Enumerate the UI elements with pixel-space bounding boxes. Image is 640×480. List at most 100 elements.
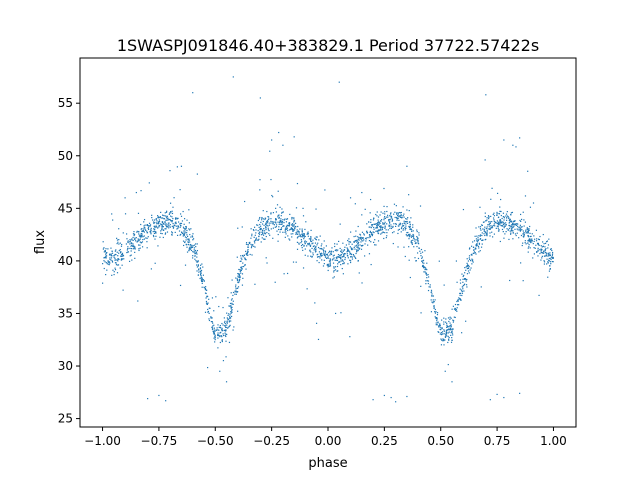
data-point [104,250,106,252]
data-point [105,255,107,258]
data-point [410,241,412,243]
data-point [459,279,462,281]
data-point [543,261,546,263]
data-point [547,244,550,246]
data-point [306,245,308,247]
data-point [284,236,286,238]
data-point [444,370,446,372]
data-point [355,230,357,232]
data-point [251,244,253,247]
data-point [132,245,134,247]
data-point [523,235,525,237]
data-point [467,260,469,262]
data-point [381,228,384,231]
data-point [405,225,407,227]
data-point [290,228,292,230]
data-point [148,228,150,231]
data-point [184,232,186,234]
data-point [487,228,489,230]
data-point [525,232,528,234]
data-point [338,261,340,263]
data-point [116,259,118,261]
data-point [289,213,291,216]
data-point [479,206,481,208]
data-point [260,228,262,230]
data-point [403,216,405,218]
data-point [179,284,182,287]
data-point [221,339,223,342]
data-point [417,240,419,242]
data-point [416,230,418,233]
data-point [315,322,318,324]
data-point [443,338,445,341]
data-point [505,231,507,233]
data-point [303,244,305,247]
data-point [455,309,457,311]
data-point [138,239,141,241]
data-point [477,239,479,241]
data-point [103,267,105,270]
data-point [338,240,340,243]
data-point [335,249,337,251]
data-point [431,294,433,297]
data-point [548,265,551,267]
data-point [377,230,379,232]
data-point [436,324,438,326]
data-point [472,259,474,261]
data-point [323,251,325,253]
data-point [192,92,194,94]
data-point [489,228,491,230]
data-point [199,264,202,266]
data-point [359,247,361,249]
data-point [164,215,166,217]
data-point [416,235,418,238]
data-point [452,334,454,336]
data-point [270,213,272,215]
data-point [416,229,418,231]
data-point [527,247,529,249]
data-point [121,258,124,260]
data-point [293,221,295,223]
data-point [229,314,231,316]
data-point [451,308,453,310]
data-point [498,212,500,215]
data-point [304,241,306,243]
data-point [516,223,518,225]
data-point [286,224,288,226]
data-point [156,222,158,224]
data-point [166,215,168,218]
data-point [185,239,187,241]
data-point [270,178,272,181]
data-point [140,234,143,237]
data-point [286,228,288,230]
data-point [406,234,408,237]
x-axis: −1.00 −0.75 −0.50 −0.25 0.00 0.25 0.50 0.75 1.00 [84,427,567,448]
data-point [466,286,468,288]
data-point [339,247,341,250]
data-point [423,265,425,268]
data-point [275,218,277,220]
data-point [301,230,303,232]
data-point [537,242,539,245]
data-point [448,328,450,330]
data-point [237,275,239,277]
data-point [435,317,437,319]
data-point [468,266,470,268]
data-point [453,308,456,310]
data-point [466,273,469,275]
data-point [177,227,179,229]
data-point [357,243,359,245]
data-point [489,227,491,229]
data-point [393,213,395,215]
data-point [267,219,269,221]
data-point [383,219,385,221]
data-point [311,243,313,245]
data-point [474,252,476,254]
data-point [131,242,133,244]
data-point [258,233,261,235]
data-point [427,282,429,285]
data-point [514,228,516,230]
data-point [403,246,405,248]
data-point [436,312,439,314]
data-point [138,248,140,250]
